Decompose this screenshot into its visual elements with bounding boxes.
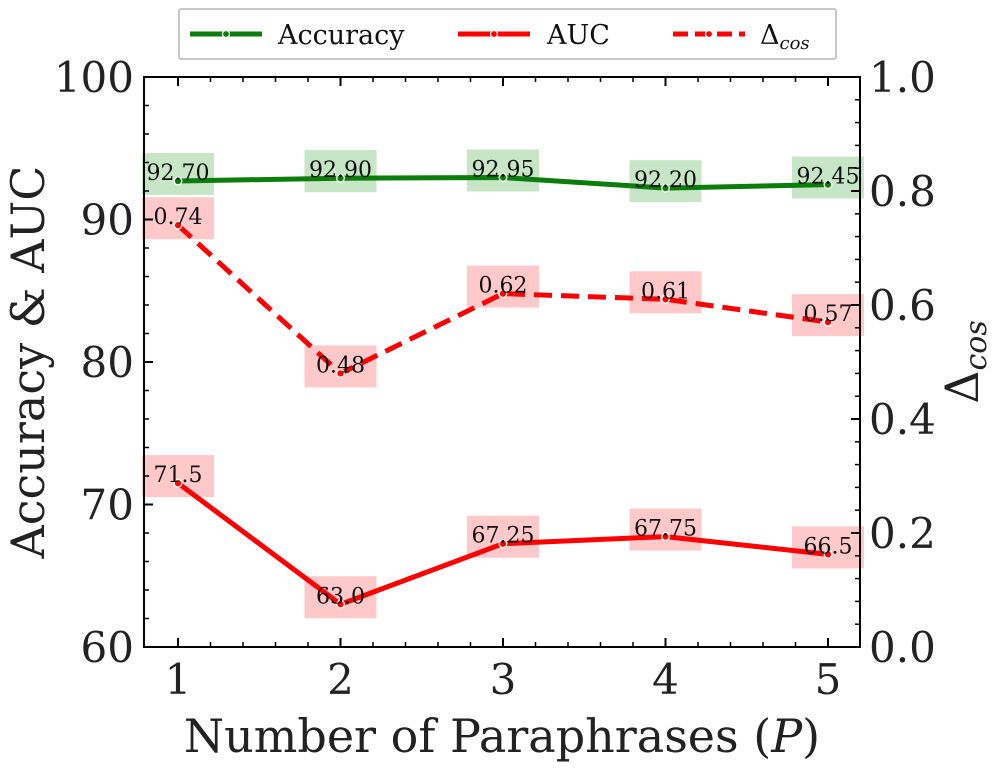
point-label-bg [142,153,214,196]
x-tick-label: 1 [165,655,192,704]
x-axis-label: Number of Paraphrases (P) [184,709,820,763]
y-right-tick-label: 0.2 [869,509,936,558]
legend-label-delta-cos: Δcos [760,20,810,54]
data-point [336,368,345,378]
y-left-tick-label: 60 [81,623,134,672]
legend-marker-auc [489,29,499,39]
data-point [661,183,670,193]
data-point [336,599,345,609]
data-point [173,220,183,230]
data-point [661,532,670,542]
point-label: 67.25 [472,524,535,549]
series-markers [173,173,833,609]
data-point [173,478,183,488]
point-label: 0.57 [804,302,853,327]
point-label: 71.5 [154,463,203,488]
point-label-bg [629,508,702,551]
data-point [336,173,345,183]
data-point [823,180,833,190]
y-left-tick-label: 80 [81,338,134,387]
point-label-bg [142,455,214,498]
data-point [173,176,183,186]
y-right-tick-label: 1.0 [869,53,936,102]
point-label-bg [629,160,702,203]
legend: Accuracy AUC Δcos [178,8,837,60]
legend-entry-auc: AUC [458,20,610,51]
point-label-bg [304,150,377,193]
y-right-tick-label: 0.6 [869,281,936,330]
legend-label-delta-cos-sub: cos [780,33,810,54]
y-right-tick-label: 0.4 [869,395,936,444]
point-label-bg [792,294,864,337]
point-label-bg [467,265,539,308]
point-label-bg [629,271,702,314]
y-right-tick-label: 0.8 [869,167,936,216]
point-label: 92.90 [309,158,372,183]
legend-entry-accuracy: Accuracy [190,20,405,51]
y-axis-right-label: Δcos [935,320,994,404]
x-tick-label: 3 [490,655,517,704]
legend-marker-delta-cos [704,29,714,39]
data-point [823,317,833,327]
point-label: 0.48 [316,353,365,378]
y-left-tick-label: 100 [54,53,134,102]
axis-ticks [144,76,860,648]
x-tick-label: 2 [327,655,354,704]
data-point [498,173,508,182]
point-label-bg [467,149,539,192]
legend-marker-accuracy [221,29,231,39]
axis-tick-labels: 1 2 3 4 5 60 70 80 90 100 0.0 0.2 0.4 0.6 0.8 1.0 [54,53,936,704]
point-label: 92.95 [472,157,535,182]
data-point [661,294,670,304]
series-line [176,223,829,376]
x-tick-label: 4 [652,655,679,704]
point-label: 0.61 [641,279,690,304]
data-point [498,289,508,299]
legend-label-auc: AUC [546,20,610,51]
point-label: 66.5 [804,534,853,559]
point-label: 92.20 [634,168,697,193]
legend-label-accuracy: Accuracy [277,20,405,51]
point-label: 63.0 [316,584,365,609]
point-label: 67.75 [634,517,697,542]
point-label: 0.62 [479,274,528,299]
point-label: 92.45 [797,165,860,190]
point-labels: 92.70 92.90 92.95 92.20 92.45 71.5 63.0 67.25 67… [147,157,860,609]
point-label-bg [142,197,214,240]
point-label-bg [304,345,377,388]
y-axis-left-label: Accuracy & AUC [1,166,55,560]
y-right-tick-label: 0.0 [869,623,936,672]
x-tick-label: 5 [815,655,842,704]
y-left-tick-label: 90 [81,196,134,245]
data-point [823,549,833,559]
point-label: 0.74 [154,205,203,230]
data-point [498,539,508,549]
point-label: 92.70 [147,161,210,186]
legend-entry-delta-cos: Δcos [673,20,810,54]
y-left-tick-label: 70 [81,481,134,530]
